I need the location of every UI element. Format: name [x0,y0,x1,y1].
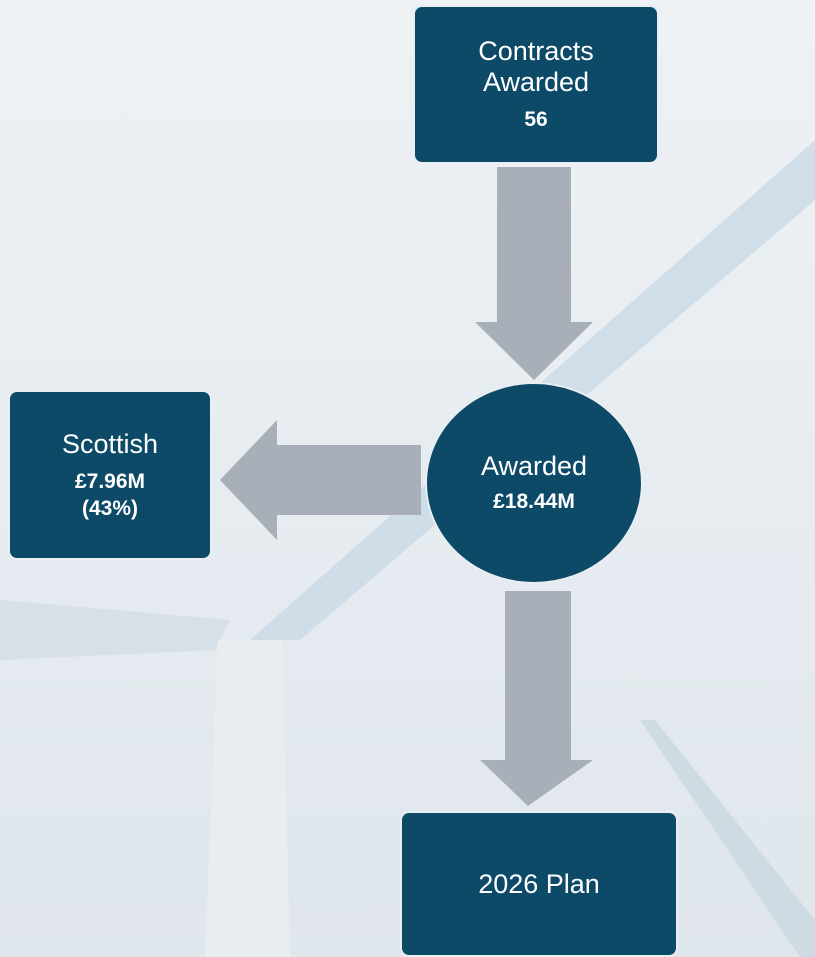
node-value: £18.44M [493,488,575,515]
contracts-node: Contracts Awarded 56 [413,5,659,164]
turbine-tower [205,640,290,957]
node-value: £7.96M [75,468,145,495]
plan-node: 2026 Plan [400,811,678,957]
node-value: 56 [524,106,547,133]
node-label: Awarded [481,451,587,482]
node-label: Scottish [62,429,158,460]
awarded-node: Awarded £18.44M [426,383,642,583]
node-label: 2026 Plan [478,869,600,900]
node-share: (43%) [82,495,138,522]
node-label: Contracts Awarded [451,36,621,98]
scottish-node: Scottish £7.96M (43%) [8,390,212,560]
page: Contracts Awarded 56 Awarded £18.44M Sco… [0,0,815,957]
